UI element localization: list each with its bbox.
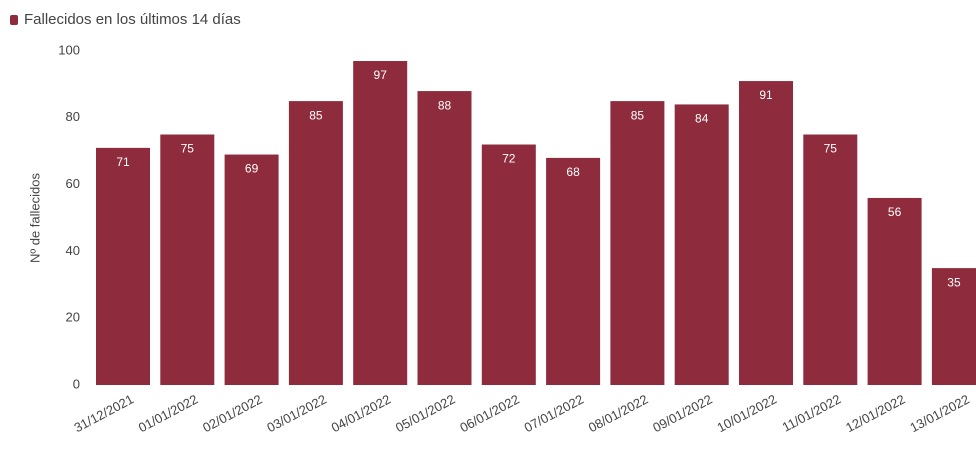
- y-tick-label: 20: [66, 310, 80, 325]
- value-label: 75: [824, 142, 838, 156]
- bar: [417, 91, 472, 385]
- y-tick-label: 60: [66, 176, 80, 191]
- value-label: 88: [438, 98, 452, 112]
- value-label: 35: [947, 275, 961, 289]
- x-tick-label: 02/01/2022: [200, 391, 265, 435]
- value-label: 71: [116, 155, 130, 169]
- x-tick-label: 05/01/2022: [393, 391, 458, 435]
- y-axis-label: Nº de fallecidos: [27, 172, 42, 263]
- bar: [739, 81, 793, 385]
- bar: [353, 61, 408, 386]
- bar: [674, 104, 729, 385]
- x-tick-label: 01/01/2022: [136, 391, 201, 435]
- bar: [803, 134, 858, 385]
- x-tick-label: 06/01/2022: [457, 391, 522, 435]
- bar: [867, 197, 922, 385]
- value-label: 75: [181, 142, 195, 156]
- bar: [481, 144, 536, 385]
- value-label: 69: [245, 162, 259, 176]
- bar: [546, 157, 601, 385]
- bar: [96, 147, 150, 385]
- y-tick-label: 80: [66, 109, 80, 124]
- x-tick-label: 08/01/2022: [586, 391, 651, 435]
- x-tick-label: 03/01/2022: [264, 391, 329, 435]
- value-label: 85: [631, 108, 645, 122]
- value-label: 68: [566, 165, 580, 179]
- bar: [160, 134, 215, 385]
- value-label: 97: [374, 68, 388, 82]
- value-label: 91: [759, 88, 773, 102]
- bar: [224, 154, 279, 385]
- bar: [288, 101, 343, 385]
- y-tick-label: 40: [66, 243, 80, 258]
- y-tick-label: 100: [58, 42, 80, 57]
- value-label: 56: [888, 205, 902, 219]
- value-label: 72: [502, 152, 516, 166]
- bar: [931, 268, 976, 385]
- x-tick-label: 09/01/2022: [650, 391, 715, 435]
- y-tick-label: 0: [73, 376, 80, 391]
- value-label: 85: [309, 108, 323, 122]
- bar: [610, 101, 665, 385]
- value-label: 84: [695, 112, 709, 126]
- x-tick-label: 07/01/2022: [522, 391, 587, 435]
- x-tick-label: 11/01/2022: [780, 391, 844, 434]
- x-tick-label: 31/12/2021: [72, 391, 137, 435]
- x-tick-label: 10/01/2022: [715, 391, 780, 435]
- legend-swatch: [10, 15, 18, 25]
- legend-label: Fallecidos en los últimos 14 días: [24, 11, 241, 28]
- x-tick-label: 12/01/2022: [843, 391, 908, 435]
- x-tick-label: 13/01/2022: [907, 391, 972, 435]
- x-tick-label: 04/01/2022: [329, 391, 394, 435]
